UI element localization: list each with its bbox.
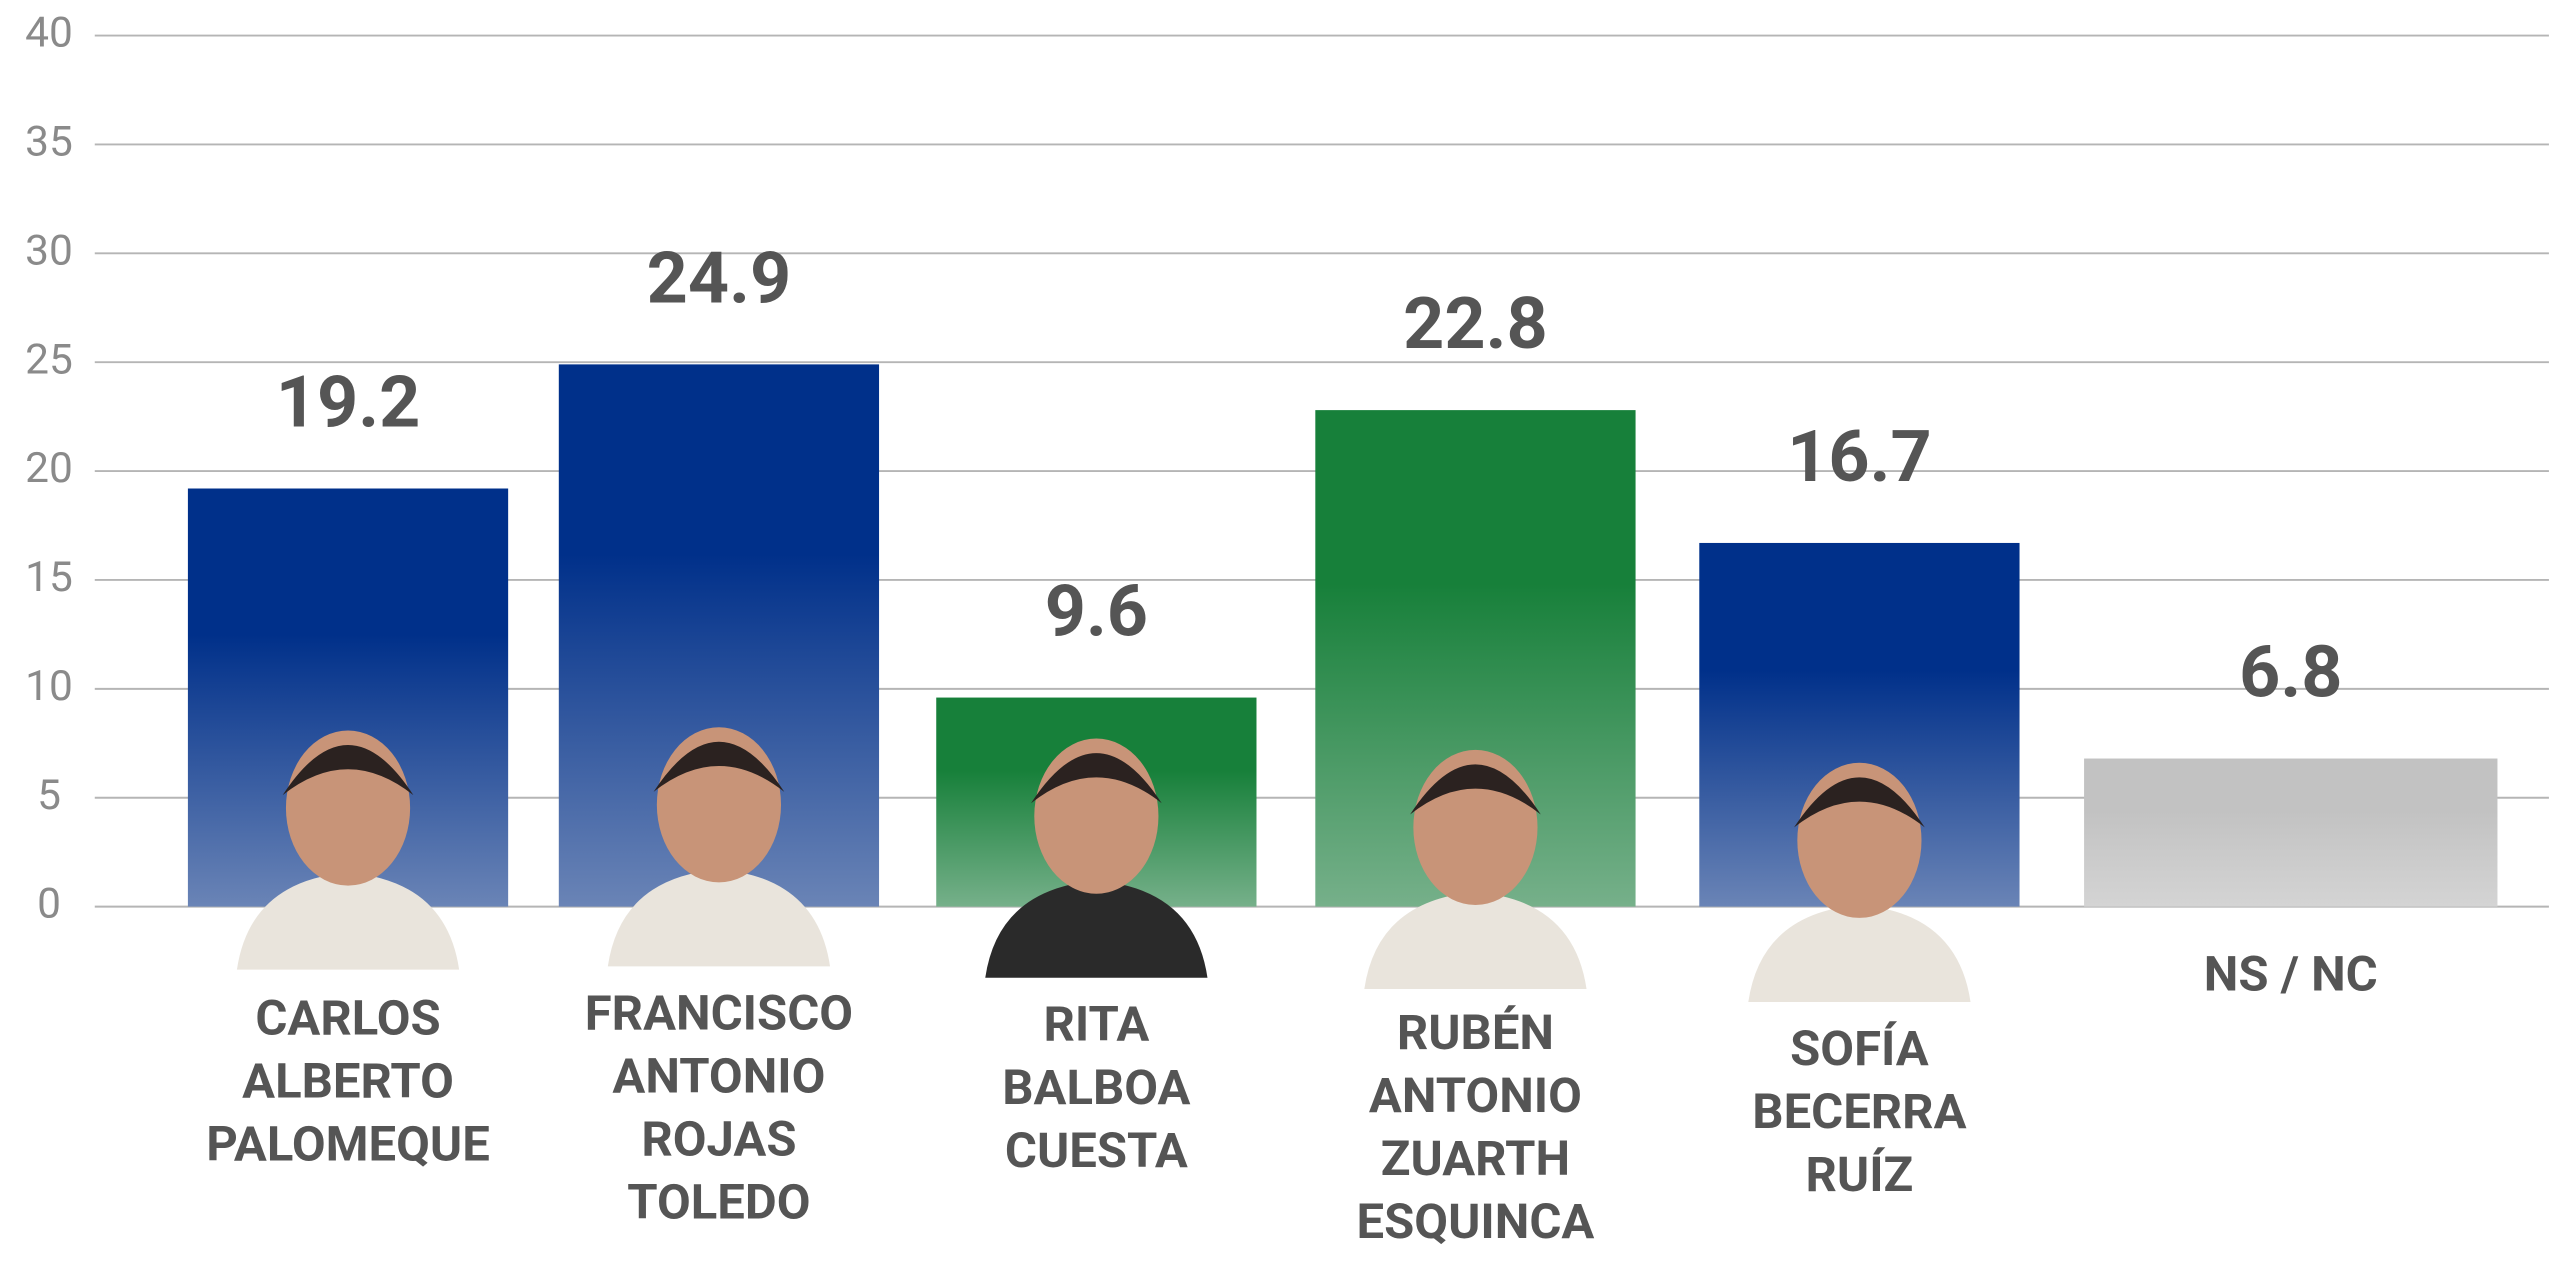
y-tick-label: 40 [25, 9, 73, 58]
y-tick-label: 10 [25, 662, 73, 711]
y-tick-label: 0 [37, 880, 61, 929]
y-tick-label: 15 [25, 553, 73, 602]
value-label: 16.7 [1787, 416, 1932, 499]
value-label: 19.2 [276, 362, 421, 445]
y-tick-label: 5 [37, 771, 61, 820]
y-tick-label: 20 [25, 444, 73, 493]
y-tick-label: 35 [25, 118, 73, 167]
value-label: 22.8 [1403, 283, 1548, 366]
y-tick-label: 30 [25, 227, 73, 276]
value-label: 24.9 [647, 238, 792, 321]
value-label: 6.8 [2239, 632, 2342, 715]
value-label: 9.6 [1045, 571, 1148, 654]
x-tick-label: NS / NC [2204, 946, 2378, 1003]
bar [2084, 759, 2497, 907]
chart: 0 5 10 15 20 25 30 35 40 19.2 CARLOSALBERTOPALOME… [0, 0, 2562, 1267]
y-tick-label: 25 [25, 336, 73, 385]
